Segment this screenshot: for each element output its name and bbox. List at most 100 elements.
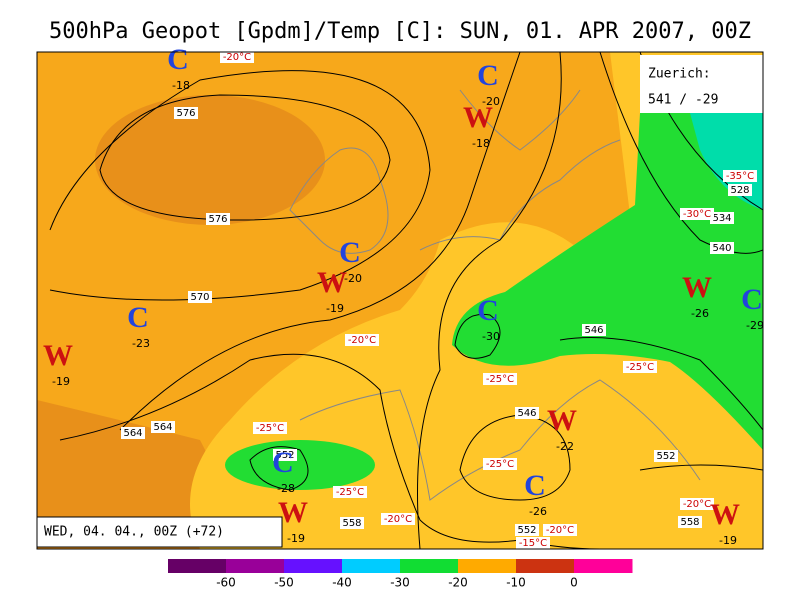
station-box bbox=[640, 55, 763, 113]
colorbar-tick-label: -60 bbox=[216, 576, 236, 590]
contour-label-bg bbox=[515, 407, 539, 419]
temp-label-bg bbox=[333, 486, 367, 498]
center-symbol: C bbox=[167, 43, 189, 76]
contour-label: 552 bbox=[656, 451, 675, 462]
contour-label-bg bbox=[188, 291, 212, 303]
contour-label: 576 bbox=[208, 214, 227, 225]
contour-label: 552 bbox=[275, 450, 294, 461]
temp-label: -20°C bbox=[384, 514, 412, 525]
colorbar-segment bbox=[458, 559, 517, 573]
contour-label-bg bbox=[340, 517, 364, 529]
center-value: -19 bbox=[52, 375, 70, 388]
temp-label: -20°C bbox=[223, 52, 251, 63]
center-value: -22 bbox=[556, 440, 574, 453]
map-labels: 576 576 570 564 564 558 552 552 552 546 546 540 534 5… bbox=[43, 43, 764, 549]
center-symbol: C bbox=[741, 283, 763, 316]
cold-region bbox=[452, 113, 763, 450]
temp-label: -20°C bbox=[546, 525, 574, 536]
contour-label: 552 bbox=[517, 525, 536, 536]
center-symbol: W bbox=[710, 498, 740, 531]
center-symbol: W bbox=[463, 101, 493, 134]
contour-label-bg bbox=[121, 427, 145, 439]
contour-label-bg bbox=[728, 184, 752, 196]
colorbar-segment bbox=[400, 559, 459, 573]
contour-label: 558 bbox=[342, 518, 361, 529]
center-value: -29 bbox=[746, 319, 764, 332]
contour-label: 534 bbox=[712, 213, 731, 224]
temp-label: -25°C bbox=[256, 423, 284, 434]
colorbar-segment bbox=[516, 559, 575, 573]
center-symbol: C bbox=[127, 301, 149, 334]
temp-label: -25°C bbox=[486, 459, 514, 470]
center-symbol: C bbox=[524, 469, 546, 502]
center-symbol: W bbox=[278, 496, 308, 529]
center-value: -26 bbox=[529, 505, 547, 518]
center-value: -20 bbox=[344, 272, 362, 285]
contour-label-bg bbox=[582, 324, 606, 336]
contour-label-bg bbox=[273, 449, 297, 461]
center-symbol: C bbox=[477, 59, 499, 92]
contour-label: 540 bbox=[712, 243, 731, 254]
center-symbol: W bbox=[682, 271, 712, 304]
temp-label-bg bbox=[345, 334, 379, 346]
temp-label: -25°C bbox=[336, 487, 364, 498]
center-value: -19 bbox=[719, 534, 737, 547]
colorbar-tick-label: -10 bbox=[506, 576, 526, 590]
center-symbol: W bbox=[547, 404, 577, 437]
colorbar-tick-label: -30 bbox=[390, 576, 410, 590]
center-symbol: C bbox=[477, 294, 499, 327]
temp-label-bg bbox=[680, 498, 714, 510]
temp-label-bg bbox=[483, 373, 517, 385]
colorbar-tick-label: 0 bbox=[570, 576, 578, 590]
colorbar-segment bbox=[342, 559, 401, 573]
warm-region bbox=[95, 95, 325, 225]
station-name: Zuerich: bbox=[648, 67, 711, 82]
contour-label-bg bbox=[678, 516, 702, 528]
map-frame bbox=[36, 51, 764, 550]
contours bbox=[49, 51, 764, 550]
contour-label: 546 bbox=[517, 408, 536, 419]
contour-label: 570 bbox=[190, 292, 209, 303]
temp-label: -15°C bbox=[519, 538, 547, 549]
map-area: Zuerich: 541 / -29 WED, 04. 04., 00Z (+7… bbox=[36, 43, 764, 550]
contour-label-bg bbox=[206, 213, 230, 225]
cold-region bbox=[225, 440, 375, 490]
center-symbol: C bbox=[272, 446, 294, 479]
colorbar-tick-label: -40 bbox=[332, 576, 352, 590]
contour-label-bg bbox=[710, 242, 734, 254]
temp-label: -35°C bbox=[726, 171, 754, 182]
contour-label-bg bbox=[151, 421, 175, 433]
colorbar-tick-label: -20 bbox=[448, 576, 468, 590]
colorbar: -60 -50 -40 -30 -20 -10 0 bbox=[168, 559, 633, 590]
temp-label-bg bbox=[220, 51, 254, 63]
temp-label: -30°C bbox=[683, 209, 711, 220]
temp-label-bg bbox=[516, 537, 550, 549]
temp-label-bg bbox=[723, 170, 757, 182]
valid-time-box bbox=[36, 516, 283, 548]
colorbar-segment bbox=[168, 559, 227, 573]
map-title: 500hPa Geopot [Gpdm]/Temp [C]: SUN, 01. … bbox=[49, 19, 751, 44]
temp-label-bg bbox=[483, 458, 517, 470]
temp-label-bg bbox=[253, 422, 287, 434]
center-value: -19 bbox=[287, 532, 305, 545]
colorbar-segment bbox=[226, 559, 285, 573]
colorbar-segment bbox=[284, 559, 343, 573]
valid-time: WED, 04. 04., 00Z (+72) bbox=[44, 525, 224, 540]
center-symbol: C bbox=[339, 236, 361, 269]
colorbar-segment bbox=[574, 559, 633, 573]
center-symbol: W bbox=[317, 266, 347, 299]
temp-label-bg bbox=[623, 361, 657, 373]
center-value: -19 bbox=[326, 302, 344, 315]
contour-label: 564 bbox=[123, 428, 142, 439]
temp-label: -25°C bbox=[486, 374, 514, 385]
temp-label: -25°C bbox=[626, 362, 654, 373]
station-value: 541 / -29 bbox=[648, 93, 718, 108]
contour-label-bg bbox=[515, 524, 539, 536]
center-value: -23 bbox=[132, 337, 150, 350]
temp-label-bg bbox=[543, 524, 577, 536]
temp-label-bg bbox=[381, 513, 415, 525]
contour-label-bg bbox=[654, 450, 678, 462]
contour-label-bg bbox=[710, 212, 734, 224]
contour-label: 546 bbox=[584, 325, 603, 336]
center-value: -28 bbox=[277, 482, 295, 495]
